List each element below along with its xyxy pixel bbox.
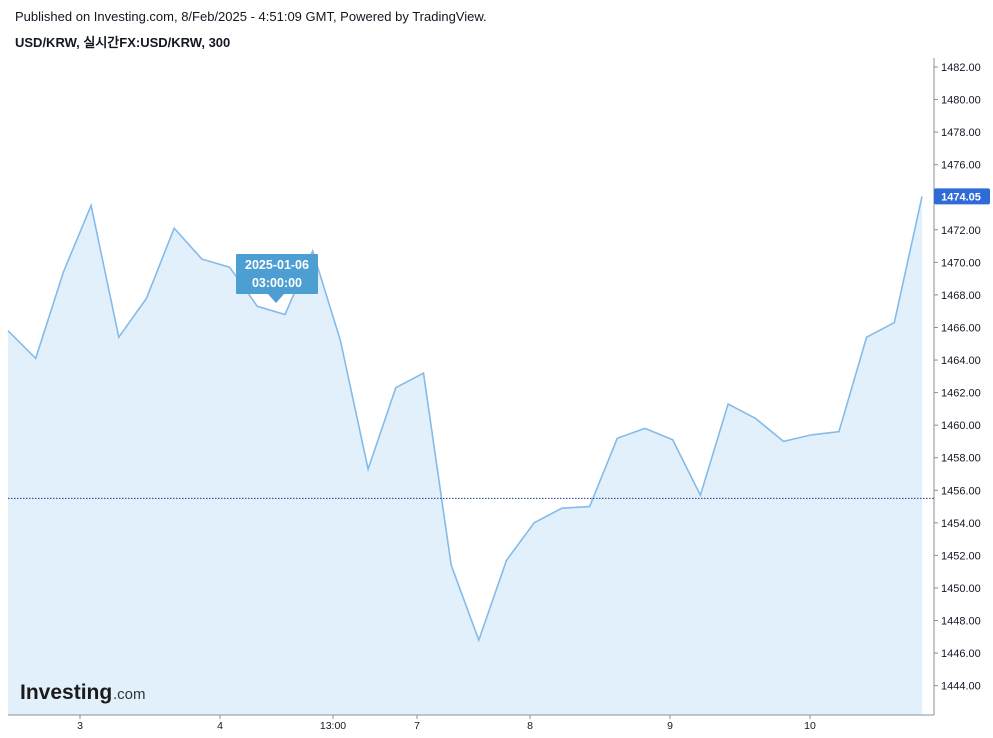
last-price-label: 1474.05 (941, 191, 981, 203)
y-tick-label: 1482.00 (941, 62, 981, 74)
published-caption: Published on Investing.com, 8/Feb/2025 -… (15, 9, 487, 24)
crosshair-tooltip: 2025-01-06 03:00:00 (236, 254, 318, 303)
y-tick-label: 1454.00 (941, 518, 981, 530)
y-tick-label: 1458.00 (941, 453, 981, 465)
y-tick-label: 1466.00 (941, 322, 981, 334)
y-tick-label: 1446.00 (941, 648, 981, 660)
y-tick-label: 1464.00 (941, 355, 981, 367)
time-axis: 3 4 13:00 7 8 9 10 (77, 715, 816, 732)
y-tick-label: 1460.00 (941, 420, 981, 432)
price-series-line (7, 196, 923, 643)
last-price-badge: 1474.05 (934, 188, 990, 205)
x-tick-label: 3 (77, 720, 83, 732)
y-tick-label: 1452.00 (941, 550, 981, 562)
y-tick-label: 1468.00 (941, 290, 981, 302)
y-tick-label: 1456.00 (941, 485, 981, 497)
x-tick-label: 9 (667, 720, 673, 732)
x-tick-label: 7 (414, 720, 420, 732)
x-tick-label: 8 (527, 720, 533, 732)
x-tick-label: 13:00 (320, 720, 346, 732)
y-tick-label: 1462.00 (941, 388, 981, 400)
logo-suffix-text: .com (113, 686, 146, 703)
y-tick-label: 1480.00 (941, 95, 981, 107)
price-area-fill (8, 196, 922, 715)
y-tick-label: 1470.00 (941, 257, 981, 269)
y-tick-label: 1444.00 (941, 681, 981, 693)
investing-logo: Investing .com (20, 681, 146, 704)
y-tick-label: 1450.00 (941, 583, 981, 595)
tooltip-date: 2025-01-06 (245, 258, 309, 272)
y-tick-label: 1448.00 (941, 616, 981, 628)
x-tick-label: 10 (804, 720, 816, 732)
logo-main-text: Investing (20, 681, 112, 704)
y-tick-label: 1478.00 (941, 127, 981, 139)
tooltip-time: 03:00:00 (252, 276, 302, 290)
price-axis: 1444.00 1446.00 1448.00 1450.00 1452.00 1454.… (934, 62, 981, 693)
chart-symbol-title: USD/KRW, 실시간FX:USD/KRW, 300 (15, 35, 231, 50)
y-tick-label: 1476.00 (941, 160, 981, 172)
y-tick-label: 1472.00 (941, 225, 981, 237)
x-tick-label: 4 (217, 720, 223, 732)
